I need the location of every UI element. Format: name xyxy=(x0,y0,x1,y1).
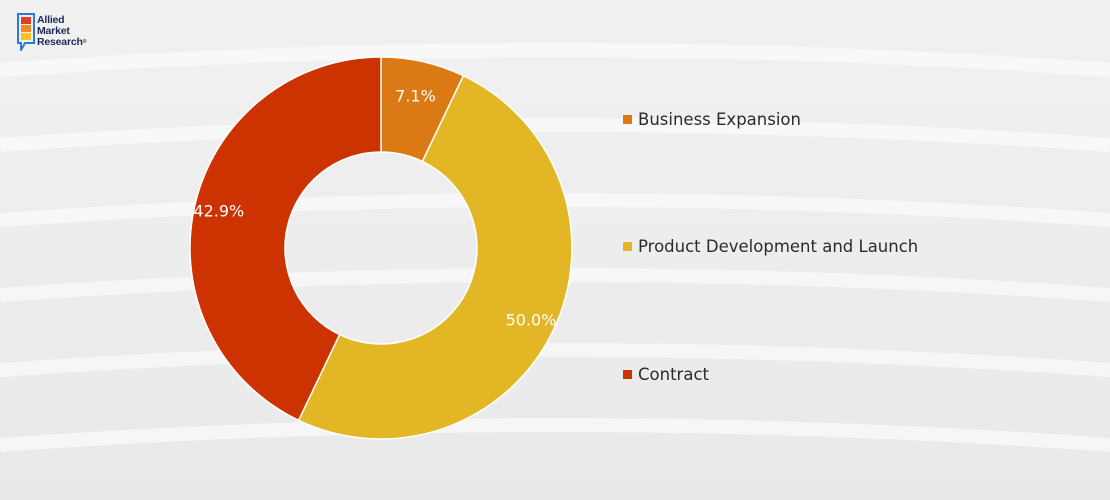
donut-slice-contract xyxy=(189,56,382,422)
data-label-product-development-and-launch: 50.0% xyxy=(506,310,557,329)
donut-slice-labels: 7.1% 50.0% 42.9% xyxy=(193,87,556,330)
data-label-business-expansion: 7.1% xyxy=(395,87,436,106)
legend-item: Business Expansion xyxy=(623,110,801,129)
legend-swatch xyxy=(623,370,632,379)
logo-line-1: Allied xyxy=(37,14,65,26)
legend-item: Contract xyxy=(623,365,709,384)
legend-item: Product Development and Launch xyxy=(623,237,918,256)
logo-wordmark: Allied Market Research® xyxy=(37,15,86,48)
legend-swatch xyxy=(623,242,632,251)
logo-mark-icon xyxy=(17,13,35,51)
data-label-contract: 42.9% xyxy=(193,202,244,221)
logo-line-2: Market xyxy=(37,25,70,37)
logo-line-3: Research xyxy=(37,36,83,48)
legend-label: Product Development and Launch xyxy=(638,237,919,256)
legend-swatch xyxy=(623,115,632,124)
legend-label: Contract xyxy=(638,365,709,384)
brand-logo: Allied Market Research® xyxy=(17,13,117,63)
registered-mark: ® xyxy=(82,39,87,45)
legend-label: Business Expansion xyxy=(638,110,801,129)
donut-slice-product-development-and-launch xyxy=(297,74,573,440)
donut-slices xyxy=(189,56,573,440)
